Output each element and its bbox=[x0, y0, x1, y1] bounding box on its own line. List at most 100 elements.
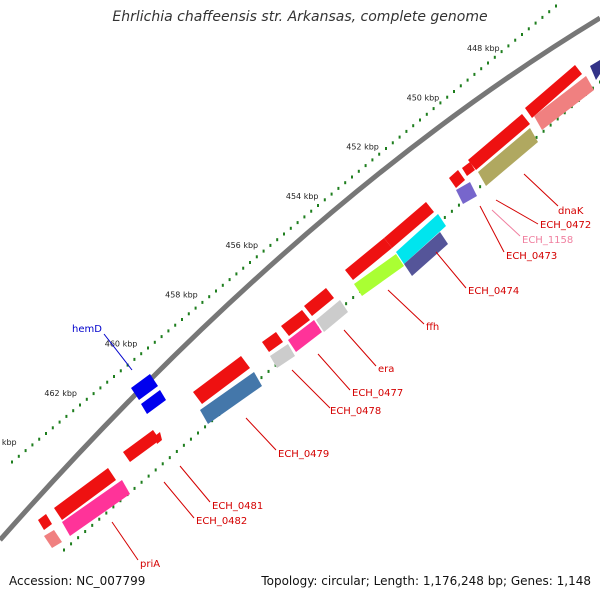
gene-arrow bbox=[449, 170, 465, 188]
leader-ech-0478 bbox=[291, 369, 331, 409]
scale-dot bbox=[85, 397, 88, 401]
leader-ech-0474 bbox=[435, 251, 467, 289]
scale-dot bbox=[140, 352, 143, 356]
scale-tick-dots bbox=[11, 4, 600, 552]
scale-dot bbox=[352, 296, 355, 300]
scale-dot bbox=[357, 169, 360, 173]
gene-arrow bbox=[525, 65, 582, 118]
scale-dot bbox=[262, 249, 265, 253]
leader-hemd bbox=[103, 333, 133, 371]
scale-dot bbox=[457, 203, 460, 207]
scale-dot bbox=[443, 215, 446, 219]
genome-summary-footer: Topology: circular; Length: 1,176,248 bp… bbox=[261, 574, 591, 588]
ruler-tick-label: 450 kbp bbox=[407, 93, 440, 102]
length-label: Length: bbox=[373, 574, 420, 588]
scale-dot bbox=[432, 107, 435, 111]
scale-dot bbox=[106, 380, 109, 384]
scale-dot bbox=[242, 266, 245, 270]
gene-label-ech-1158: ECH_1158 bbox=[522, 235, 573, 246]
scale-dot bbox=[412, 124, 415, 128]
scale-dot bbox=[92, 392, 95, 396]
gene-bar bbox=[590, 60, 600, 80]
scale-dot bbox=[72, 409, 75, 413]
gene-arrow bbox=[193, 356, 250, 404]
scale-dot bbox=[542, 129, 545, 133]
scale-dot bbox=[189, 437, 192, 441]
scale-dot bbox=[140, 480, 143, 484]
scale-dot bbox=[310, 209, 313, 213]
ruler-tick-label: 452 kbp bbox=[346, 143, 379, 152]
gene-label-ech-0474: ECH_0474 bbox=[468, 286, 519, 297]
gene-arrow bbox=[54, 468, 116, 520]
scale-dot bbox=[58, 420, 61, 424]
topology-label: Topology: bbox=[261, 574, 318, 588]
scale-dot bbox=[133, 357, 136, 361]
scale-dot bbox=[323, 198, 326, 202]
ruler-tick-label: 462 kbp bbox=[44, 389, 77, 398]
leader-pria bbox=[111, 521, 139, 561]
scale-dot bbox=[174, 323, 177, 327]
gene-arrow bbox=[462, 162, 475, 176]
scale-dot bbox=[167, 329, 170, 333]
ruler-tick-label: 464 kbp bbox=[0, 438, 17, 447]
scale-dot bbox=[473, 72, 476, 76]
scale-dot bbox=[351, 175, 353, 179]
leader-ech-0473 bbox=[479, 205, 505, 253]
scale-dot bbox=[79, 403, 81, 407]
scale-dot bbox=[527, 27, 530, 31]
scale-dot bbox=[161, 462, 164, 466]
scale-dot bbox=[153, 340, 156, 344]
scale-dot bbox=[168, 456, 171, 460]
gene-arrow bbox=[123, 430, 160, 462]
scale-dot bbox=[38, 437, 41, 441]
scale-dot bbox=[105, 511, 108, 515]
scale-dot bbox=[45, 432, 47, 435]
gene-label-ech-0477: ECH_0477 bbox=[352, 388, 403, 399]
scale-dot bbox=[548, 10, 551, 14]
scale-dot bbox=[466, 78, 469, 82]
scale-dot bbox=[391, 141, 394, 145]
gene-bar bbox=[534, 76, 594, 130]
scale-dot bbox=[160, 335, 163, 339]
gene-arrow bbox=[141, 390, 166, 414]
scale-dot bbox=[534, 21, 537, 25]
scale-dot bbox=[194, 306, 197, 310]
gene-label-ech-0482: ECH_0482 bbox=[196, 516, 247, 527]
scale-dot bbox=[487, 61, 489, 65]
scale-dot bbox=[65, 414, 68, 418]
gene-arrow bbox=[262, 332, 283, 352]
scale-dot bbox=[249, 261, 251, 264]
scale-dot bbox=[228, 278, 231, 282]
gene-arrow bbox=[384, 202, 434, 248]
scale-dot bbox=[51, 426, 54, 430]
gene-bar bbox=[62, 480, 130, 536]
accession-label: Accession: bbox=[9, 574, 73, 588]
gene-bar bbox=[396, 214, 446, 264]
genome-backbone bbox=[0, 15, 600, 542]
ruler-tick-label: 458 kbp bbox=[165, 290, 198, 299]
gene-bar bbox=[456, 182, 477, 204]
scale-dot bbox=[91, 523, 94, 527]
scale-dot bbox=[112, 505, 115, 509]
genes-value: 1,148 bbox=[556, 574, 591, 588]
scale-dot bbox=[201, 300, 204, 304]
gene-arrow bbox=[281, 310, 310, 336]
ruler-tick-label: 460 kbp bbox=[105, 340, 138, 349]
gene-arrow bbox=[345, 238, 392, 280]
scale-dot bbox=[204, 425, 207, 429]
scale-dot bbox=[419, 118, 421, 122]
topology-value: circular bbox=[321, 574, 366, 588]
accession-footer: Accession: NC_007799 bbox=[9, 574, 145, 588]
scale-dot bbox=[221, 283, 224, 287]
scale-dot bbox=[289, 226, 292, 230]
scale-dot bbox=[371, 158, 374, 162]
gene-label-ech-0478: ECH_0478 bbox=[330, 406, 381, 417]
scale-dot bbox=[337, 186, 340, 190]
gene-arrow bbox=[38, 514, 52, 530]
scale-dot bbox=[208, 295, 211, 299]
leader-ech-0477 bbox=[317, 353, 351, 391]
gene-bar bbox=[404, 232, 448, 276]
scale-dot bbox=[439, 101, 442, 105]
ruler-tick-label: 456 kbp bbox=[226, 241, 259, 250]
